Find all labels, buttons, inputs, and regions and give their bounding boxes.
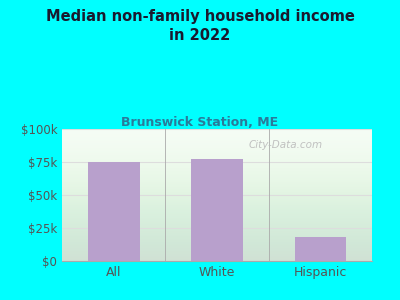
Bar bbox=[88, 162, 140, 261]
Text: City-Data.com: City-Data.com bbox=[248, 140, 322, 150]
Bar bbox=[294, 237, 346, 261]
Bar bbox=[191, 159, 243, 261]
Text: Brunswick Station, ME: Brunswick Station, ME bbox=[122, 116, 278, 128]
Text: Median non-family household income
in 2022: Median non-family household income in 20… bbox=[46, 9, 354, 43]
